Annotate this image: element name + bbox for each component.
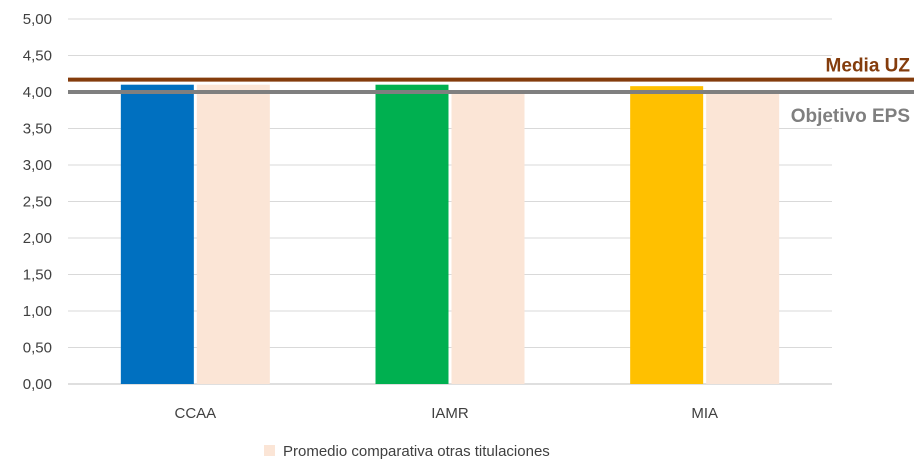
- bar-promedio-iamr: [451, 92, 525, 384]
- x-axis-categories: CCAA IAMR MIA: [174, 405, 718, 422]
- y-tick-label: 5,00: [23, 11, 52, 28]
- y-tick-label: 0,00: [23, 376, 52, 393]
- legend-swatch: [264, 445, 275, 456]
- y-tick-label: 1,50: [23, 267, 52, 284]
- x-category-label: CCAA: [174, 405, 216, 422]
- bar-iamr: [375, 84, 449, 384]
- x-category-label: MIA: [691, 405, 718, 422]
- y-tick-label: 3,00: [23, 157, 52, 174]
- legend: Promedio comparativa otras titulaciones: [264, 443, 550, 460]
- y-tick-label: 2,50: [23, 194, 52, 211]
- bar-mia: [630, 86, 704, 384]
- reference-label: Media UZ: [826, 56, 911, 77]
- y-axis-ticks: 0,00 0,50 1,00 1,50 2,00 2,50 3,00 3,50 4,00 4,50…: [23, 11, 52, 393]
- reference-lines: Media UZ Objetivo EPS: [68, 56, 914, 127]
- bar-promedio-ccaa: [196, 84, 270, 384]
- bar-ccaa: [120, 84, 194, 384]
- y-tick-label: 0,50: [23, 340, 52, 357]
- x-category-label: IAMR: [431, 405, 469, 422]
- bar-promedio-mia: [706, 92, 780, 384]
- bars: [120, 84, 780, 384]
- y-tick-label: 4,00: [23, 84, 52, 101]
- y-tick-label: 4,50: [23, 48, 52, 65]
- y-tick-label: 3,50: [23, 121, 52, 138]
- legend-label: Promedio comparativa otras titulaciones: [283, 443, 550, 460]
- y-tick-label: 2,00: [23, 230, 52, 247]
- reference-label: Objetivo EPS: [791, 106, 910, 127]
- y-tick-label: 1,00: [23, 303, 52, 320]
